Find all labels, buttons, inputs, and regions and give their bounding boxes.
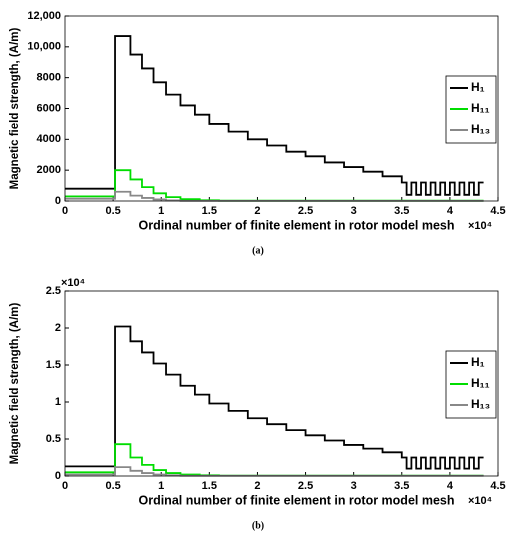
y-tick-label: 4000 bbox=[37, 133, 61, 145]
y-tick-label: 6000 bbox=[37, 102, 61, 114]
legend-label: H₁₃ bbox=[471, 122, 490, 136]
x-tick-label: 0 bbox=[62, 205, 68, 217]
legend-label: H₁₃ bbox=[471, 397, 490, 411]
x-multiplier: ×10⁴ bbox=[468, 220, 492, 232]
plot-area bbox=[65, 16, 498, 201]
series-line bbox=[65, 466, 484, 477]
x-tick-label: 2.5 bbox=[298, 205, 313, 217]
series-line bbox=[65, 35, 484, 196]
caption: (a) bbox=[252, 245, 264, 256]
axes-frame bbox=[64, 15, 499, 202]
x-multiplier: ×10⁴ bbox=[468, 495, 492, 507]
y-multiplier: ×10⁴ bbox=[61, 277, 85, 289]
x-tick-label: 4.5 bbox=[490, 480, 505, 492]
series-line bbox=[65, 190, 484, 202]
legend-label: H₁ bbox=[471, 355, 485, 369]
y-tick-label: 2 bbox=[55, 322, 61, 334]
x-axis-label: Ordinal number of finite element in roto… bbox=[138, 218, 454, 232]
x-tick-label: 3 bbox=[351, 205, 357, 217]
x-tick-label: 0.5 bbox=[105, 480, 120, 492]
y-tick-label: 2000 bbox=[37, 164, 61, 176]
x-tick-label: 1 bbox=[158, 480, 164, 492]
caption: (b) bbox=[252, 520, 264, 531]
x-tick-label: 3 bbox=[351, 480, 357, 492]
y-axis-label: Magnetic field strength, (A/m) bbox=[9, 303, 21, 465]
x-tick-label: 0 bbox=[62, 480, 68, 492]
x-tick-label: 3.5 bbox=[394, 480, 409, 492]
x-tick-label: 4 bbox=[447, 205, 454, 217]
x-tick-label: 3.5 bbox=[394, 205, 409, 217]
y-tick-label: 1 bbox=[55, 396, 61, 408]
y-axis-label: Magnetic field strength, (A/m) bbox=[9, 28, 21, 190]
plot-area bbox=[65, 291, 498, 476]
legend-label: H₁ bbox=[471, 80, 485, 94]
axes-frame bbox=[64, 290, 499, 477]
x-tick-label: 2.5 bbox=[298, 480, 313, 492]
x-tick-label: 1 bbox=[158, 205, 164, 217]
legend-label: H₁₁ bbox=[471, 101, 490, 115]
y-tick-label: 0 bbox=[55, 470, 61, 482]
series-line bbox=[65, 325, 484, 470]
x-axis-label: Ordinal number of finite element in roto… bbox=[138, 493, 454, 507]
y-tick-label: 0.5 bbox=[46, 433, 61, 445]
x-tick-label: 1.5 bbox=[202, 480, 217, 492]
x-tick-label: 0.5 bbox=[105, 205, 120, 217]
y-tick-label: 12,000 bbox=[27, 10, 61, 22]
y-tick-label: 0 bbox=[55, 195, 61, 207]
y-tick-label: 1.5 bbox=[46, 359, 61, 371]
x-tick-label: 4 bbox=[447, 480, 454, 492]
x-tick-label: 2 bbox=[254, 480, 260, 492]
x-tick-label: 1.5 bbox=[202, 205, 217, 217]
y-tick-label: 8000 bbox=[37, 72, 61, 84]
x-tick-label: 4.5 bbox=[490, 205, 505, 217]
y-tick-label: 10,000 bbox=[27, 41, 61, 53]
x-tick-label: 2 bbox=[254, 205, 260, 217]
y-tick-label: 2.5 bbox=[46, 285, 61, 297]
legend-label: H₁₁ bbox=[471, 376, 490, 390]
